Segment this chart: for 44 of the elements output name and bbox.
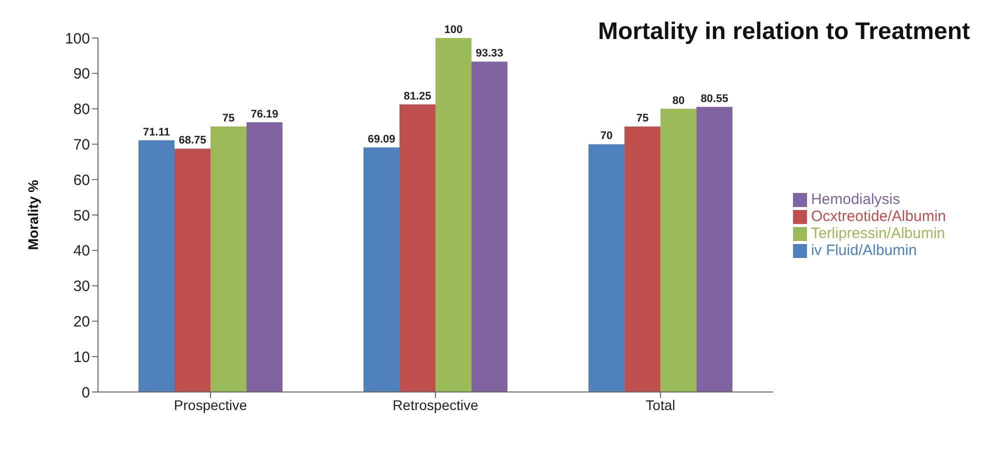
y-tick-label: 90 [73, 66, 90, 83]
data-label: 80.55 [700, 92, 728, 105]
y-tick-label: 100 [64, 30, 90, 48]
data-label: 76.19 [250, 108, 278, 120]
data-label: 81.25 [404, 90, 432, 102]
legend-label: iv Fluid/Albumin [810, 242, 917, 259]
bar [660, 108, 696, 392]
y-tick-label: 70 [73, 136, 90, 154]
x-tick-label: Prospective [174, 396, 248, 413]
data-label: 71.11 [143, 126, 170, 138]
y-tick-label: 10 [73, 348, 90, 366]
y-tick-label: 30 [73, 278, 90, 296]
data-label: 70 [600, 130, 613, 142]
data-label: 80 [672, 94, 685, 107]
y-tick-label: 50 [73, 207, 90, 224]
x-tick-label: Retrospective [392, 396, 478, 413]
bar [624, 126, 660, 392]
bar [363, 147, 400, 392]
y-tick-label: 60 [73, 172, 90, 189]
bar [696, 106, 732, 392]
bar [138, 140, 174, 392]
y-tick-label: 0 [82, 384, 90, 402]
bar [246, 122, 282, 392]
bar [471, 62, 508, 392]
x-tick-label: Total [646, 396, 676, 413]
y-axis-title: Morality % [24, 179, 41, 250]
legend-label: Ocxtreotide/Albumin [810, 208, 946, 225]
data-label: 68.75 [178, 134, 206, 147]
bar [435, 38, 472, 392]
chart-title: Mortality in relation to Treatment [598, 18, 970, 46]
bar [399, 104, 436, 392]
bar [588, 144, 624, 392]
bar [174, 148, 210, 392]
bar [210, 126, 246, 392]
legend-label: Terlipressin/Albumin [810, 225, 946, 242]
y-tick-label: 80 [73, 101, 90, 118]
data-label: 69.09 [368, 133, 396, 146]
data-label: 93.33 [476, 48, 504, 60]
data-label: 100 [444, 24, 463, 36]
data-label: 75 [636, 112, 649, 124]
legend-label: Hemodialysis [810, 191, 900, 208]
y-tick-label: 20 [73, 314, 90, 331]
data-label: 75 [222, 112, 235, 124]
y-tick-label: 40 [73, 242, 90, 260]
